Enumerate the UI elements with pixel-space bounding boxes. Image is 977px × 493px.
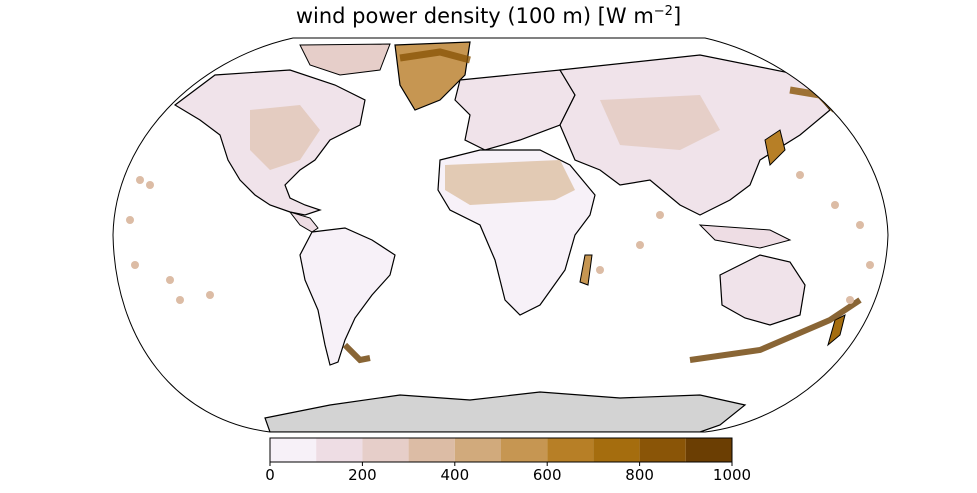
colorbar-tick-label: 800 <box>625 466 654 484</box>
asia-interior <box>600 95 720 150</box>
madagascar-land <box>579 254 593 286</box>
new-zealand-land <box>827 314 846 347</box>
ocean-island-dots <box>126 171 874 304</box>
indonesia-land <box>698 224 792 249</box>
colorbar-tick-label: 1000 <box>712 466 752 484</box>
coastal-band-southern <box>689 297 862 363</box>
coastal-band-patagonia <box>342 342 371 364</box>
australia-land <box>719 254 806 326</box>
colorbar-segment <box>685 438 732 462</box>
figure-title: wind power density (100 m) [W m−2] <box>295 4 682 28</box>
colorbar-segment <box>547 438 594 462</box>
sahara-region <box>445 160 575 205</box>
coastal-band-north <box>399 48 471 64</box>
antarctica-land <box>264 391 747 432</box>
arctic-islands-land <box>299 43 391 76</box>
colorbar-frame <box>269 437 733 463</box>
globe-outline <box>112 37 889 433</box>
japan-land <box>764 129 786 167</box>
colorbar-segment <box>362 438 409 462</box>
colorbar-segment <box>639 438 686 462</box>
central-america-land <box>288 211 319 233</box>
colorbar-segment <box>316 438 363 462</box>
south-america-land <box>299 227 396 366</box>
colorbar-tick-label: 200 <box>348 466 377 484</box>
colorbar-tick-label: 400 <box>440 466 470 484</box>
colorbar-segment <box>454 438 501 462</box>
colorbar <box>269 437 733 466</box>
colorbar-tick-label: 0 <box>265 466 275 484</box>
colorbar-segment <box>593 438 640 462</box>
colorbar-segment <box>270 438 317 462</box>
north-america-interior <box>250 105 320 170</box>
colorbar-segment <box>408 438 455 462</box>
colorbar-tick-label: 600 <box>532 466 562 484</box>
colorbar-segment <box>501 438 548 462</box>
